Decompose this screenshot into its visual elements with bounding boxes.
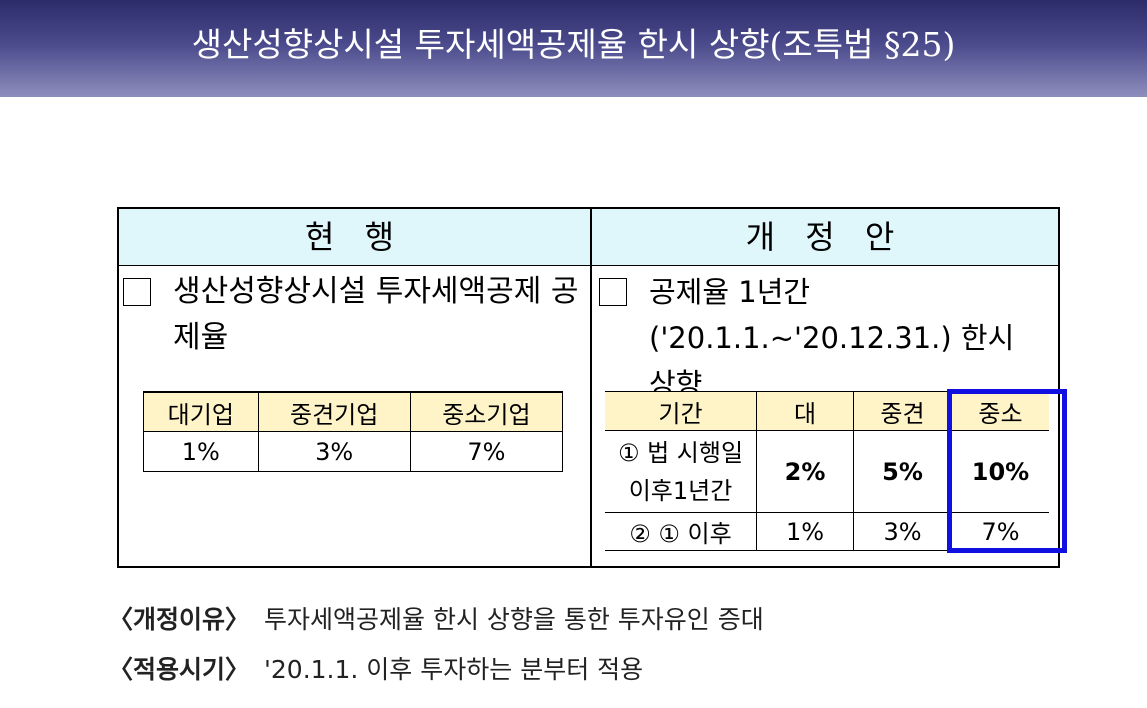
note: 〈적용시기〉 '20.1.1. 이후 투자하는 분부터 적용 (108, 650, 643, 686)
col-header: 기간 (605, 391, 757, 431)
divider (590, 209, 592, 566)
col-header: 대기업 (143, 391, 259, 432)
cell: 10% (951, 430, 1049, 513)
cell: 2% (756, 430, 854, 513)
note-label: 〈개정이유〉 (108, 605, 251, 634)
col-header: 중소 (951, 391, 1049, 431)
col-header: 중소기업 (409, 391, 564, 432)
note-text: 투자세액공제율 한시 상향을 통한 투자유인 증대 (264, 605, 764, 634)
cell: 1% (756, 512, 854, 551)
cell: 5% (853, 430, 952, 513)
cell: ① 법 시행일 이후1년간 (605, 430, 757, 513)
item-text: 공제율 1년간('20.1.1.~'20.12.31.) 한시 상향 (649, 275, 1015, 401)
col-header: 중견기업 (257, 391, 411, 432)
column-header: 개 정 안 (592, 209, 1058, 266)
checkbox (599, 278, 627, 306)
cell: 1% (143, 431, 259, 472)
proposed-item: 공제율 1년간('20.1.1.~'20.12.31.) 한시 상향 (597, 269, 1049, 407)
comparison-table: 현 행 개 정 안 생산성향상시설 투자세액공제 공제율 공제율 1년간('20… (117, 207, 1060, 568)
cell: 3% (853, 512, 952, 551)
cell: 3% (257, 431, 411, 472)
current-rates: 대기업 중견기업 중소기업 1% 3% 7% (143, 391, 564, 472)
cell: 7% (409, 431, 564, 472)
note-label: 〈적용시기〉 (108, 655, 251, 684)
col-header: 대 (756, 391, 854, 431)
col-header: 중견 (853, 391, 952, 431)
note-text: '20.1.1. 이후 투자하는 분부터 적용 (264, 655, 644, 684)
item-text: 생산성향상시설 투자세액공제 공제율 (173, 274, 579, 355)
banner (0, 0, 1147, 97)
proposed-rates: 기간 대 중견 중소 ① 법 시행일 이후1년간 2% 5% 10% ② ① 이… (605, 391, 1049, 551)
cell: ② ① 이후 (605, 512, 757, 551)
current-item: 생산성향상시설 투자세액공제 공제율 (121, 269, 593, 361)
checkbox (123, 278, 151, 306)
note: 〈개정이유〉 투자세액공제율 한시 상향을 통한 투자유인 증대 (108, 600, 764, 636)
title: 생산성향상시설 투자세액공제율 한시 상향(조특법 §25) (191, 25, 956, 64)
column-header: 현 행 (119, 209, 590, 266)
highlight-box (947, 389, 1067, 553)
